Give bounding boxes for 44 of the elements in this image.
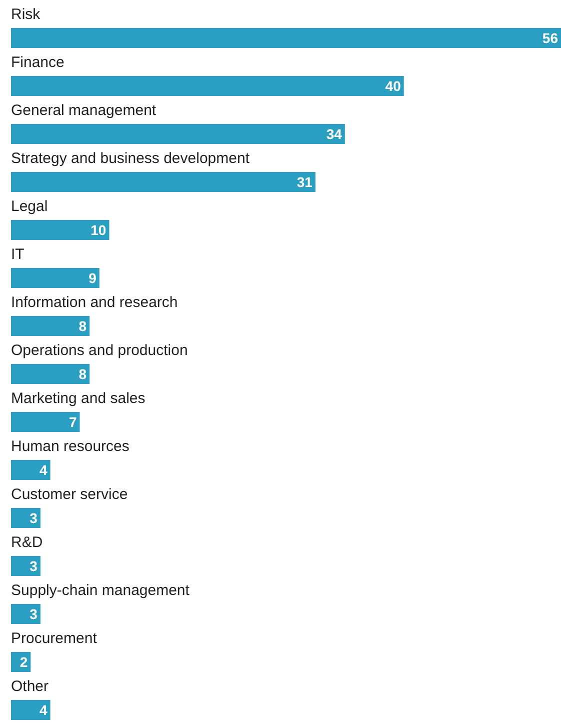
data-label: 34 [326, 126, 342, 142]
data-label: 2 [20, 654, 28, 670]
bar [11, 460, 50, 480]
data-label: 3 [30, 558, 38, 574]
data-label: 9 [88, 270, 97, 286]
data-label: 56 [542, 30, 558, 46]
bar [11, 316, 90, 336]
data-label: 8 [78, 318, 87, 334]
y-tick-label: Legal [11, 198, 48, 215]
y-tick-label: Other [11, 678, 49, 695]
data-label: 4 [39, 702, 48, 718]
y-tick-label: IT [11, 246, 24, 263]
y-tick-label: Strategy and business development [11, 150, 250, 167]
data-label: 10 [90, 222, 106, 238]
bar [11, 124, 345, 144]
bar [11, 364, 90, 384]
y-tick-label: Risk [11, 6, 41, 23]
bar [11, 508, 40, 528]
data-label: 3 [30, 510, 38, 526]
y-tick-label: Customer service [11, 486, 128, 503]
bar [11, 220, 110, 240]
data-label: 7 [68, 414, 77, 430]
bar [11, 412, 80, 432]
data-label: 31 [296, 174, 313, 190]
bar [11, 28, 561, 48]
y-tick-label: General management [11, 102, 157, 119]
y-tick-label: Human resources [11, 438, 130, 455]
bar [11, 268, 100, 288]
data-label: 3 [30, 606, 38, 622]
data-label: 40 [385, 78, 402, 94]
y-tick-label: R&D [11, 534, 43, 551]
bar [11, 700, 50, 720]
bar [11, 604, 40, 624]
bar [11, 556, 40, 576]
y-tick-label: Finance [11, 54, 64, 71]
data-label: 8 [78, 366, 87, 382]
y-tick-label: Operations and production [11, 342, 188, 359]
y-tick-label: Marketing and sales [11, 390, 146, 407]
bar [11, 172, 316, 192]
bar [11, 76, 404, 96]
data-label: 4 [39, 462, 48, 478]
y-tick-label: Supply-chain management [11, 582, 190, 599]
y-tick-label: Information and research [11, 294, 178, 311]
y-tick-label: Procurement [11, 630, 98, 647]
